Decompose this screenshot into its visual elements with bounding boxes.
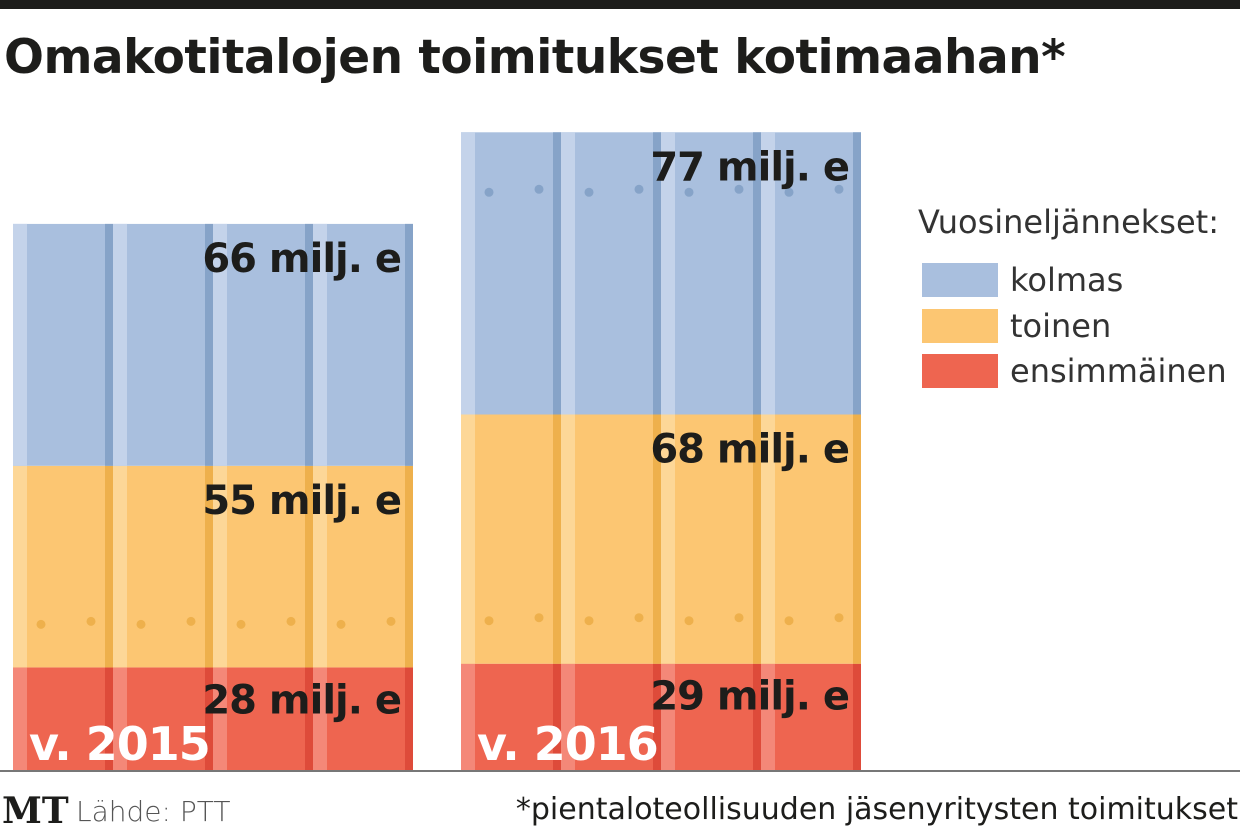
panel-seam <box>853 663 861 770</box>
legend-label: ensimmäinen <box>1010 352 1227 390</box>
data-label: 55 milj. e <box>202 478 401 524</box>
panel-highlight <box>113 465 127 668</box>
rivet-dot <box>684 187 694 197</box>
rivet-dot <box>534 613 544 623</box>
panel-seam <box>205 465 213 668</box>
rivet-dot <box>734 184 744 194</box>
panel-seam <box>653 414 661 664</box>
rivet-dot <box>484 187 494 197</box>
panel-seam <box>653 132 661 415</box>
panel-seam <box>205 223 213 466</box>
data-label: 29 milj. e <box>650 674 849 720</box>
panel-highlight <box>313 667 327 770</box>
rivet-dot <box>534 184 544 194</box>
legend-item-toinen: toinen <box>922 307 1112 345</box>
panel-seam <box>405 667 413 770</box>
footnote: *pientaloteollisuuden jäsenyritysten toi… <box>515 792 1238 827</box>
panel-highlight <box>461 132 475 415</box>
panel-highlight <box>661 663 675 770</box>
rivet-dot <box>236 619 246 629</box>
rivet-dot <box>634 613 644 623</box>
rivet-dot <box>584 187 594 197</box>
panel-highlight <box>561 663 575 770</box>
panel-highlight <box>661 132 675 415</box>
panel-seam <box>205 667 213 770</box>
panel-highlight <box>461 663 475 770</box>
legend-label: toinen <box>1010 307 1112 345</box>
legend-swatch-toinen <box>922 309 998 343</box>
panel-highlight <box>461 414 475 664</box>
publisher-logo: MT <box>2 790 69 832</box>
legend-swatch-ensimmainen <box>922 354 998 388</box>
rivet-dot <box>136 619 146 629</box>
rivet-dot <box>634 184 644 194</box>
panel-highlight <box>661 414 675 664</box>
panel-seam <box>553 663 561 770</box>
data-label: 28 milj. e <box>202 677 401 723</box>
panel-seam <box>105 667 113 770</box>
category-label: v. 2015 <box>29 717 210 771</box>
panel-seam <box>405 223 413 466</box>
legend-item-kolmas: kolmas <box>922 261 1124 299</box>
panel-seam <box>305 667 313 770</box>
panel-highlight <box>113 667 127 770</box>
rivet-dot <box>36 619 46 629</box>
rivet-dot <box>484 616 494 626</box>
panel-highlight <box>113 223 127 466</box>
data-label: 66 milj. e <box>202 236 401 282</box>
panel-highlight <box>761 414 775 664</box>
top-rule <box>0 0 1240 9</box>
rivet-dot <box>386 616 396 626</box>
rivet-dot <box>86 616 96 626</box>
rivet-dot <box>684 616 694 626</box>
panel-seam <box>653 663 661 770</box>
legend-item-ensimmainen: ensimmäinen <box>922 352 1227 390</box>
panel-highlight <box>13 223 27 466</box>
rivet-dot <box>734 613 744 623</box>
chart-title: Omakotitalojen toimitukset kotimaahan* <box>4 30 1066 85</box>
panel-highlight <box>761 663 775 770</box>
panel-highlight <box>561 132 575 415</box>
legend-title: Vuosineljännekset: <box>918 203 1219 241</box>
panel-seam <box>853 132 861 415</box>
rivet-dot <box>834 184 844 194</box>
panel-seam <box>305 465 313 668</box>
panel-highlight <box>213 223 227 466</box>
rivet-dot <box>286 616 296 626</box>
panel-highlight <box>213 465 227 668</box>
rivet-dot <box>834 613 844 623</box>
panel-highlight <box>313 465 327 668</box>
legend-swatch-kolmas <box>922 263 998 297</box>
rivet-dot <box>186 616 196 626</box>
rivet-dot <box>784 616 794 626</box>
panel-seam <box>753 414 761 664</box>
panel-seam <box>405 465 413 668</box>
panel-seam <box>853 414 861 664</box>
panel-seam <box>753 132 761 415</box>
panel-highlight <box>313 223 327 466</box>
data-label: 68 milj. e <box>650 426 849 472</box>
data-label: 77 milj. e <box>650 144 849 190</box>
rivet-dot <box>784 187 794 197</box>
panel-seam <box>105 465 113 668</box>
source-note: Lähde: PTT <box>76 795 231 828</box>
panel-highlight <box>13 667 27 770</box>
rivet-dot <box>584 616 594 626</box>
panel-seam <box>305 223 313 466</box>
panel-seam <box>105 223 113 466</box>
panel-highlight <box>13 465 27 668</box>
panel-seam <box>553 414 561 664</box>
panel-highlight <box>213 667 227 770</box>
panel-highlight <box>761 132 775 415</box>
panel-highlight <box>561 414 575 664</box>
panel-seam <box>753 663 761 770</box>
legend-label: kolmas <box>1010 261 1124 299</box>
panel-seam <box>553 132 561 415</box>
rivet-dot <box>336 619 346 629</box>
category-label: v. 2016 <box>477 717 658 771</box>
